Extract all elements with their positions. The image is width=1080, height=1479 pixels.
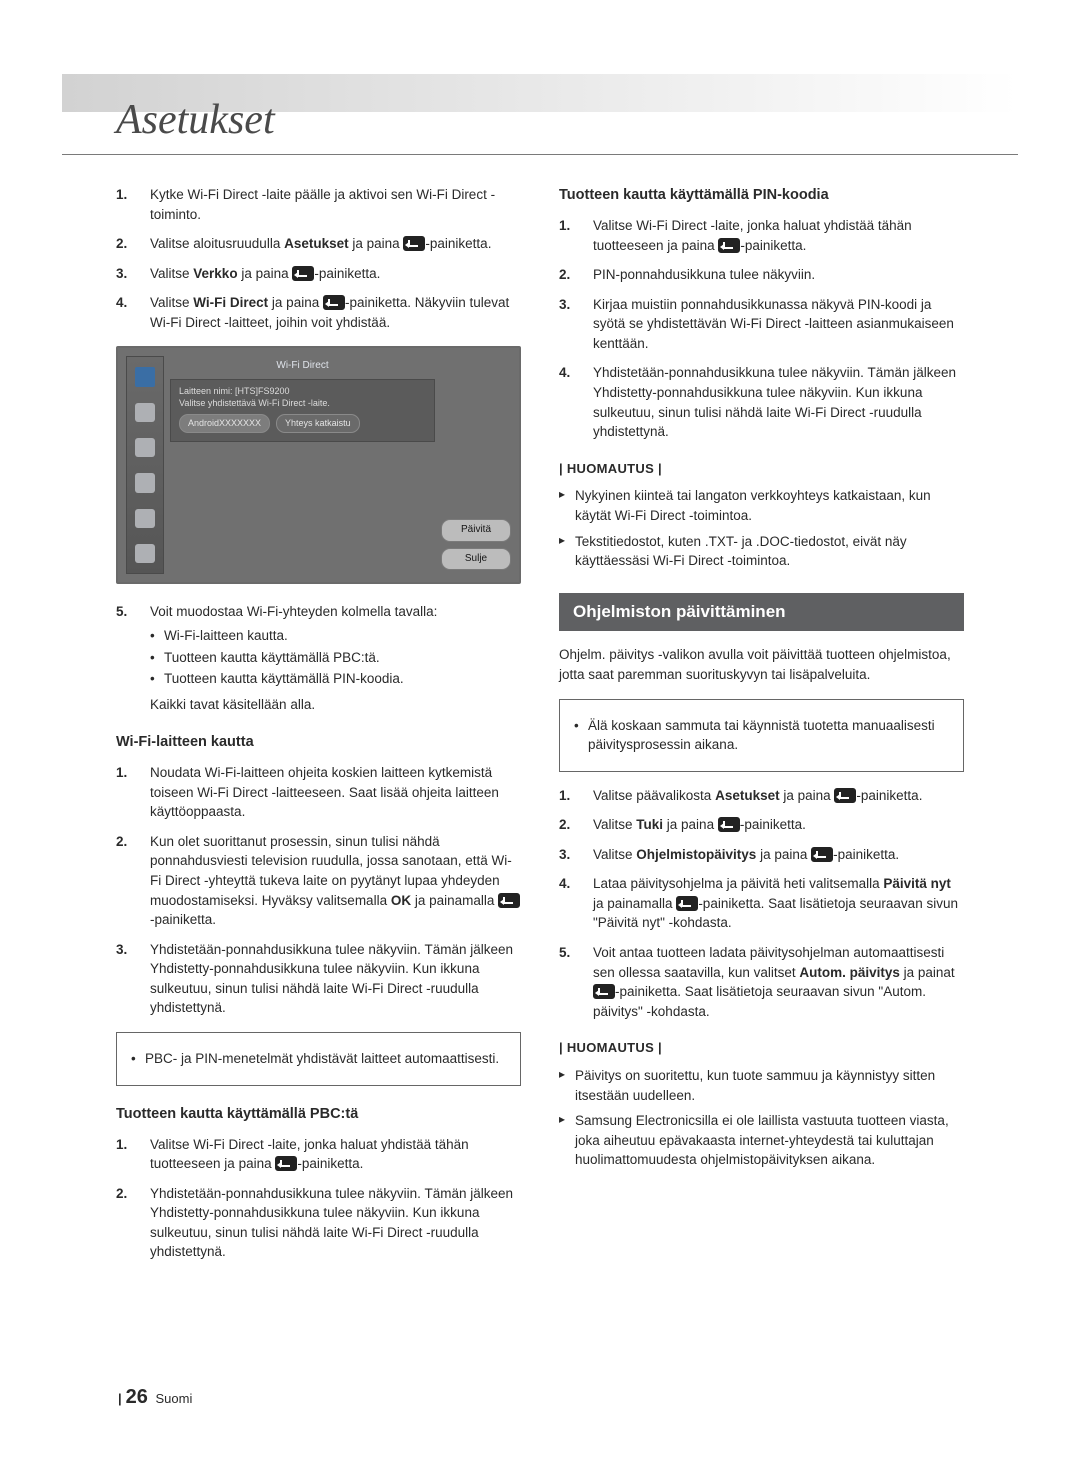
left-column: 1.Kytke Wi-Fi Direct -laite päälle ja ak… [116, 185, 521, 1272]
bullet-item: Wi-Fi-laitteen kautta. [150, 626, 521, 646]
note-item: Samsung Electronicsilla ei ole laillista… [559, 1111, 964, 1170]
note-box: PBC- ja PIN-menetelmät yhdistävät laitte… [116, 1032, 521, 1086]
two-column-layout: 1.Kytke Wi-Fi Direct -laite päälle ja ak… [70, 185, 1010, 1272]
manual-page: Asetukset 1.Kytke Wi-Fi Direct -laite pä… [0, 0, 1080, 1479]
device-name-line: Laitteen nimi: [HTS]FS9200 [179, 385, 426, 397]
step-text: Kun olet suorittanut prosessin, sinun tu… [150, 832, 521, 930]
step-text: Valitse Wi-Fi Direct ja paina -painikett… [150, 293, 521, 332]
right-column: Tuotteen kautta käyttämällä PIN-koodia 1… [559, 185, 964, 1272]
refresh-button: Päivitä [441, 519, 511, 542]
sidebar-icon [135, 367, 155, 386]
setup-steps: 1.Kytke Wi-Fi Direct -laite päälle ja ak… [116, 185, 521, 332]
method-list: Wi-Fi-laitteen kautta. Tuotteen kautta k… [150, 626, 521, 689]
section-heading-software-update: Ohjelmiston päivittäminen [559, 593, 964, 632]
screenshot-panel: Laitteen nimi: [HTS]FS9200 Valitse yhdis… [170, 379, 435, 442]
step-text: Yhdistetään-ponnahdusikkuna tulee näkyvi… [150, 1184, 521, 1262]
page-header: Asetukset [62, 80, 1018, 155]
step-text: Voit muodostaa Wi-Fi-yhteyden kolmella t… [150, 602, 521, 714]
pin-steps: 1.Valitse Wi-Fi Direct -laite, jonka hal… [559, 216, 964, 442]
sidebar-icon [135, 473, 155, 492]
step-text: Valitse Tuki ja paina -painiketta. [593, 815, 964, 835]
step-text: Kirjaa muistiin ponnahdusikkunassa näkyv… [593, 295, 964, 354]
page-number: 26 [126, 1386, 148, 1408]
enter-icon [593, 984, 615, 999]
enter-icon [834, 788, 856, 803]
step-text: Valitse päävalikosta Asetukset ja paina … [593, 786, 964, 806]
screenshot-main: Wi-Fi Direct Laitteen nimi: [HTS]FS9200 … [170, 356, 435, 574]
enter-icon [323, 295, 345, 310]
enter-icon [676, 896, 698, 911]
step-text: Kytke Wi-Fi Direct -laite päälle ja akti… [150, 185, 521, 224]
update-steps: 1.Valitse päävalikosta Asetukset ja pain… [559, 786, 964, 1022]
note-label: | HUOMAUTUS | [559, 460, 964, 479]
note-item: Nykyinen kiinteä tai langaton verkkoyhte… [559, 486, 964, 525]
sidebar-icon [135, 509, 155, 528]
step-text: Valitse aloitusruudulla Asetukset ja pai… [150, 234, 521, 254]
step-text: Valitse Wi-Fi Direct -laite, jonka halua… [593, 216, 964, 255]
wifi-direct-screenshot: Wi-Fi Direct Laitteen nimi: [HTS]FS9200 … [116, 346, 521, 584]
step-text: Yhdistetään-ponnahdusikkuna tulee näkyvi… [150, 940, 521, 1018]
setup-steps-cont: 5. Voit muodostaa Wi-Fi-yhteyden kolmell… [116, 602, 521, 714]
step-text: Noudata Wi-Fi-laitteen ohjeita koskien l… [150, 763, 521, 822]
warning-box: Älä koskaan sammuta tai käynnistä tuotet… [559, 699, 964, 772]
step-text: Yhdistetään-ponnahdusikkuna tulee näkyvi… [593, 363, 964, 441]
footer-language: Suomi [156, 1391, 193, 1406]
status-pill: Yhteys katkaistu [276, 414, 360, 433]
enter-icon [403, 236, 425, 251]
note-item: Päivitys on suoritettu, kun tuote sammuu… [559, 1066, 964, 1105]
warning-bullet: Älä koskaan sammuta tai käynnistä tuotet… [574, 716, 949, 755]
device-pill: AndroidXXXXXXX [179, 414, 270, 433]
section-intro: Ohjelm. päivitys -valikon avulla voit pä… [559, 645, 964, 684]
enter-icon [498, 893, 520, 908]
sidebar-icon [135, 438, 155, 457]
screenshot-sidebar [126, 356, 164, 574]
instruction-line: Valitse yhdistettävä Wi-Fi Direct -laite… [179, 397, 426, 409]
enter-icon [275, 1156, 297, 1171]
step-text: Valitse Ohjelmistopäivitys ja paina -pai… [593, 845, 964, 865]
page-footer: |26 Suomi [118, 1386, 192, 1409]
step-text: PIN-ponnahdusikkuna tulee näkyviin. [593, 265, 964, 285]
page-title: Asetukset [116, 96, 964, 144]
note-list: Nykyinen kiinteä tai langaton verkkoyhte… [559, 486, 964, 570]
note-list: Päivitys on suoritettu, kun tuote sammuu… [559, 1066, 964, 1170]
step-text: Lataa päivitysohjelma ja päivitä heti va… [593, 874, 964, 933]
bullet-item: Tuotteen kautta käyttämällä PBC:tä. [150, 648, 521, 668]
bullet-item: Tuotteen kautta käyttämällä PIN-koodia. [150, 669, 521, 689]
step-text: Valitse Wi-Fi Direct -laite, jonka halua… [150, 1135, 521, 1174]
note-label: | HUOMAUTUS | [559, 1039, 964, 1058]
screenshot-title: Wi-Fi Direct [170, 356, 435, 379]
screenshot-actions: Päivitä Sulje [441, 356, 511, 574]
subheading-wifi-device: Wi-Fi-laitteen kautta [116, 732, 521, 753]
note-item: Tekstitiedostot, kuten .TXT- ja .DOC-tie… [559, 532, 964, 571]
pbc-steps: 1.Valitse Wi-Fi Direct -laite, jonka hal… [116, 1135, 521, 1262]
after-list-text: Kaikki tavat käsitellään alla. [150, 695, 521, 715]
sidebar-icon [135, 403, 155, 422]
wifi-steps: 1.Noudata Wi-Fi-laitteen ohjeita koskien… [116, 763, 521, 1018]
step-text: Valitse Verkko ja paina -painiketta. [150, 264, 521, 284]
note-bullet: PBC- ja PIN-menetelmät yhdistävät laitte… [131, 1049, 506, 1069]
enter-icon [811, 847, 833, 862]
enter-icon [718, 817, 740, 832]
enter-icon [292, 266, 314, 281]
subheading-pbc: Tuotteen kautta käyttämällä PBC:tä [116, 1104, 521, 1125]
close-button: Sulje [441, 548, 511, 571]
sidebar-icon [135, 544, 155, 563]
step-text: Voit antaa tuotteen ladata päivitysohjel… [593, 943, 964, 1021]
subheading-pin: Tuotteen kautta käyttämällä PIN-koodia [559, 185, 964, 206]
enter-icon [718, 238, 740, 253]
